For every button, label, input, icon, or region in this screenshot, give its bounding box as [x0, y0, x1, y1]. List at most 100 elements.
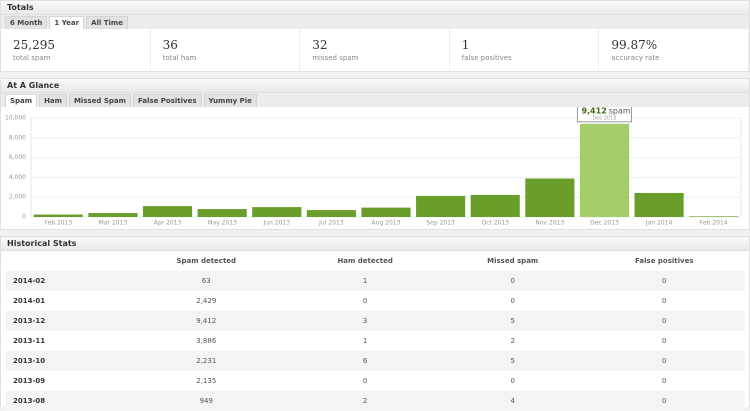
tab[interactable]: 1 Year [49, 16, 85, 29]
historical-title: Historical Stats [1, 237, 749, 251]
row: 2013-08 949 2 4 0 [5, 391, 745, 411]
stat: 36 total ham [151, 29, 301, 71]
tab[interactable]: All Time [86, 16, 128, 29]
totals-stats: 25,295 total spam 36 total ham 32 missed spam… [1, 29, 749, 71]
row: 2013-11 3,886 1 2 0 [5, 331, 745, 351]
bar [306, 210, 356, 217]
cell: 2,231 [124, 351, 289, 371]
cell: 0 [662, 337, 667, 345]
cell: 0 [583, 271, 745, 291]
y-tick-label: 4,000 [9, 174, 26, 181]
tab[interactable]: Missed Spam [68, 94, 131, 107]
tooltip-value: 9,412 [581, 107, 606, 115]
header-cell: False positives [635, 257, 694, 265]
stat: 99.87% accuracy rate [599, 29, 749, 71]
historical-panel: Historical Stats Spam detected Ham detect… [0, 236, 750, 411]
cell: 2 [510, 337, 515, 345]
header-row: Spam detected Ham detected Missed spam Fals… [5, 251, 745, 271]
cell: 0 [662, 297, 667, 305]
bar [88, 213, 138, 217]
header-cell: Spam detected [176, 257, 237, 265]
cell: 2,429 [196, 297, 217, 305]
x-tick-label: Aug 2013 [372, 220, 401, 227]
bar [197, 209, 247, 217]
cell: 0 [362, 377, 368, 385]
header-cell: Ham detected [337, 257, 393, 265]
glance-panel: At A Glance Spam Ham Missed Spam False Posi… [0, 78, 750, 230]
tab[interactable]: Spam [5, 94, 38, 107]
cell: 0 [362, 297, 368, 305]
row: 2013-09 2,135 0 0 0 [5, 371, 745, 391]
cell: 5 [441, 311, 584, 331]
cell: 2013-11 [13, 337, 46, 345]
x-tick-label: Jun 2013 [262, 220, 290, 227]
stat-label: accuracy rate [611, 54, 660, 62]
x-tick-label: Jan 2014 [645, 220, 673, 227]
row: 2014-02 63 1 0 0 [5, 271, 745, 291]
cell: 1 [362, 337, 368, 345]
x-tick-label: Mar 2013 [99, 220, 128, 227]
cell: 2013-09 [13, 377, 46, 385]
bar [252, 207, 302, 217]
glance-tabs: Spam Ham Missed Spam False Positives Yummy P… [1, 93, 749, 107]
totals-title: Totals [1, 1, 749, 15]
bar [634, 192, 684, 217]
bar [142, 206, 193, 217]
tab[interactable]: 6 Month [5, 16, 48, 29]
cell: 0 [662, 377, 667, 385]
cell: 5 [441, 351, 584, 371]
stat-label: total ham [162, 54, 197, 62]
cell: 6 [288, 351, 442, 371]
bar [470, 194, 520, 217]
cell: 0 [441, 271, 584, 291]
tab[interactable]: Yummy Pie [203, 94, 257, 107]
cell: 2 [288, 391, 442, 411]
x-tick-label: May 2013 [207, 220, 237, 227]
cell: 0 [510, 297, 515, 305]
cell: 2014-01 [13, 297, 46, 305]
stat: 32 missed spam [300, 29, 450, 71]
cell: 949 [124, 391, 289, 411]
totals-tabs: 6 Month 1 Year All Time [1, 15, 749, 29]
tooltip-unit: spam [609, 107, 631, 115]
tooltip-category: Dec 2013 [592, 115, 616, 121]
cell: 0 [583, 311, 745, 331]
cell: 0 [583, 391, 745, 411]
y-tick-label: 8,000 [9, 134, 26, 141]
bar [361, 207, 411, 217]
row: 2014-01 2,429 0 0 0 [5, 291, 745, 311]
bar [416, 195, 466, 217]
y-tick-label: 10,000 [5, 115, 26, 122]
glance-title: At A Glance [1, 79, 749, 93]
cell: 2013-12 [5, 311, 124, 331]
stat-value: 32 [312, 38, 328, 52]
cell: 0 [583, 351, 745, 371]
stat-value: 99.87% [611, 38, 658, 52]
header-cell [5, 251, 124, 271]
historical-table: Spam detected Ham detected Missed spam Fals… [5, 251, 745, 411]
cell: 2013-08 [5, 391, 124, 411]
chart: 0 2,000 4,000 6,000 8,000 10,000 Feb 2013 Mar 2… [5, 104, 742, 227]
stat-value: 25,295 [13, 38, 55, 52]
stat: 1 false positives [450, 29, 600, 71]
cell: 3,886 [196, 337, 217, 345]
stat-value: 1 [461, 38, 470, 52]
x-tick-label: Feb 2014 [700, 220, 728, 227]
stat-label: false positives [461, 54, 512, 62]
totals-panel: Totals 6 Month 1 Year All Time 25,295 total… [0, 0, 750, 72]
tab[interactable]: Ham [39, 94, 67, 107]
stat-value: 36 [162, 38, 178, 52]
cell: 4 [441, 391, 584, 411]
cell: 3 [288, 311, 442, 331]
header-cell: Missed spam [487, 257, 539, 265]
stat: 25,295 total spam [1, 29, 151, 71]
cell: 1 [288, 271, 442, 291]
bar [33, 214, 83, 217]
cell: 0 [510, 377, 515, 385]
tab[interactable]: False Positives [132, 94, 202, 107]
x-tick-label: Feb 2013 [44, 220, 72, 227]
y-tick-label: 0 [22, 214, 26, 221]
x-tick-label: Sep 2013 [426, 220, 455, 227]
cell: 63 [124, 271, 289, 291]
